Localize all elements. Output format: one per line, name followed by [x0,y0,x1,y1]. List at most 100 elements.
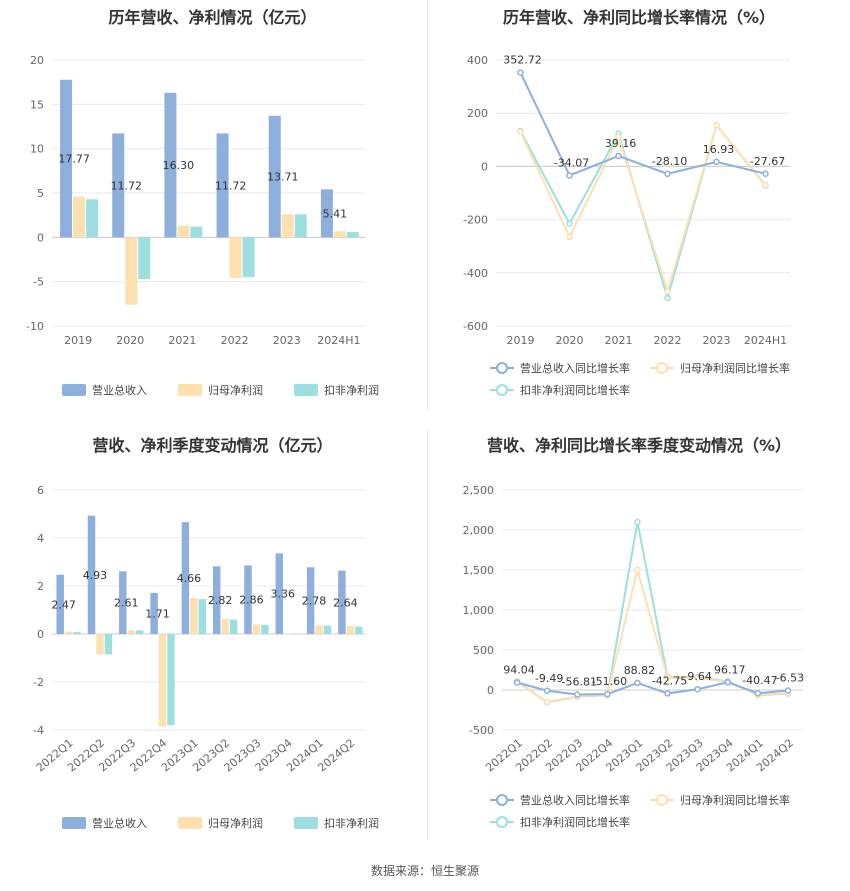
data-point [724,679,731,686]
series-line [519,123,767,295]
data-label: -9.49 [535,672,563,685]
data-label: 4.66 [177,572,202,585]
bar [221,619,229,634]
series-line [516,681,789,696]
bar [177,225,190,238]
y-tick-label: 0 [37,231,44,244]
legend-label: 扣非净利润 [324,383,379,397]
data-point [664,288,671,295]
legend-label: 营业总收入 [92,816,147,830]
data-point [517,69,524,76]
bar [158,634,167,727]
bar [244,565,252,634]
data-label: 88.82 [624,664,656,677]
x-tick-label: 2023 [703,334,731,347]
data-point [513,679,521,686]
data-label: -34.07 [554,156,589,169]
data-point [694,685,701,693]
data-label: 94.04 [503,663,535,676]
data-point [664,294,671,302]
data-label: 11.72 [215,179,247,192]
data-label: 16.93 [703,143,735,156]
panel-divider [427,0,428,410]
legend-marker [496,362,508,374]
data-point [543,687,551,695]
bar [87,515,96,634]
chart-canvas: 400 200 0 -200 -400 -600 2019 2020 2021 2022 2023 2… [463,54,790,397]
data-label: -28.10 [652,155,687,168]
data-point [615,152,622,160]
panel-divider [427,430,428,840]
data-point [664,690,671,697]
bar [275,553,284,634]
data-label: 39.16 [605,137,637,150]
data-label: 3.36 [271,588,296,601]
y-tick-label: 0 [37,628,44,641]
y-tick-label: 2,000 [463,524,495,537]
bar [104,634,113,655]
bar [96,634,104,655]
data-label: -27.67 [750,155,785,168]
data-point [762,181,769,189]
data-label: 4.93 [83,569,108,582]
bar [355,626,363,634]
chart-title: 历年营收、净利情况（亿元） [108,8,317,27]
y-tick-label: 500 [473,644,494,657]
y-tick-label: 400 [467,54,488,67]
bar [281,214,294,238]
legend-label: 营业总收入同比增长率 [520,793,630,807]
data-point [754,689,762,697]
y-tick-label: -200 [463,214,488,227]
legend-swatch [178,817,202,829]
y-tick-label: 1,500 [463,564,495,577]
legend-swatch [178,384,202,396]
bar [346,232,359,238]
data-label: -56.81 [562,676,597,689]
data-point [634,679,641,687]
x-tick-label: 2022 [654,334,682,347]
bar [261,624,269,634]
x-tick-label: 2019 [507,334,535,347]
y-tick-label: 4 [37,532,44,545]
chart-canvas: 6420-2-42022Q12022Q22022Q32022Q42023Q120… [33,484,379,830]
bar [138,237,151,280]
quarterly-revenue-profit-chart: 营收、净利季度变动情况（亿元） 6 4 2 0 -2 -4 2022Q1 2022Q2 2022… [0,428,425,848]
x-tick-label: 2019 [64,334,92,347]
data-label: 13.71 [267,171,299,184]
bar [229,619,238,634]
bar [190,226,203,238]
bar [229,237,242,279]
legend-swatch [294,817,318,829]
y-tick-label: 2 [37,580,44,593]
y-tick-label: -400 [463,267,488,280]
bar [216,133,229,238]
y-tick-label: 5 [37,187,44,200]
data-label: 1.71 [145,607,170,620]
data-point [784,687,792,694]
y-tick-label: 0 [487,684,494,697]
data-label: 5.41 [323,207,348,220]
chart-canvas: 20 15 10 5 0 -5 -10 2019 2020 2021 2022 2023 2024H1 1… [26,54,379,397]
legend-label: 归母净利润同比增长率 [680,361,790,375]
data-label: 2.47 [51,598,76,611]
bar [212,566,221,634]
bar [323,625,332,634]
data-label: 2.86 [239,594,264,607]
chart-canvas: 2,5002,0001,5001,0005000-5002022Q12022Q2… [463,484,805,829]
x-tick-label: 2021 [168,334,196,347]
y-tick-label: 15 [30,98,44,111]
x-tick-label: 2024H1 [317,334,360,347]
y-tick-label: -4 [33,724,44,737]
bar [119,571,127,634]
y-tick-label: 10 [30,143,44,156]
data-point [762,170,769,178]
x-tick-label: 2023 [273,334,301,347]
chart-title: 营收、净利季度变动情况（亿元） [92,436,333,455]
data-point [664,674,671,682]
annual-growth-rate-chart: 历年营收、净利同比增长率情况（%） 400 200 0 -200 -400 -600 201… [428,0,850,410]
data-label: 96.17 [714,663,746,676]
y-tick-label: 20 [30,54,44,67]
annual-revenue-profit-chart: 历年营收、净利情况（亿元） 20 15 10 5 0 -5 -10 2019 2020 2021 2… [0,0,425,410]
bar [242,237,255,278]
legend-label: 扣非净利润同比增长率 [520,815,630,829]
